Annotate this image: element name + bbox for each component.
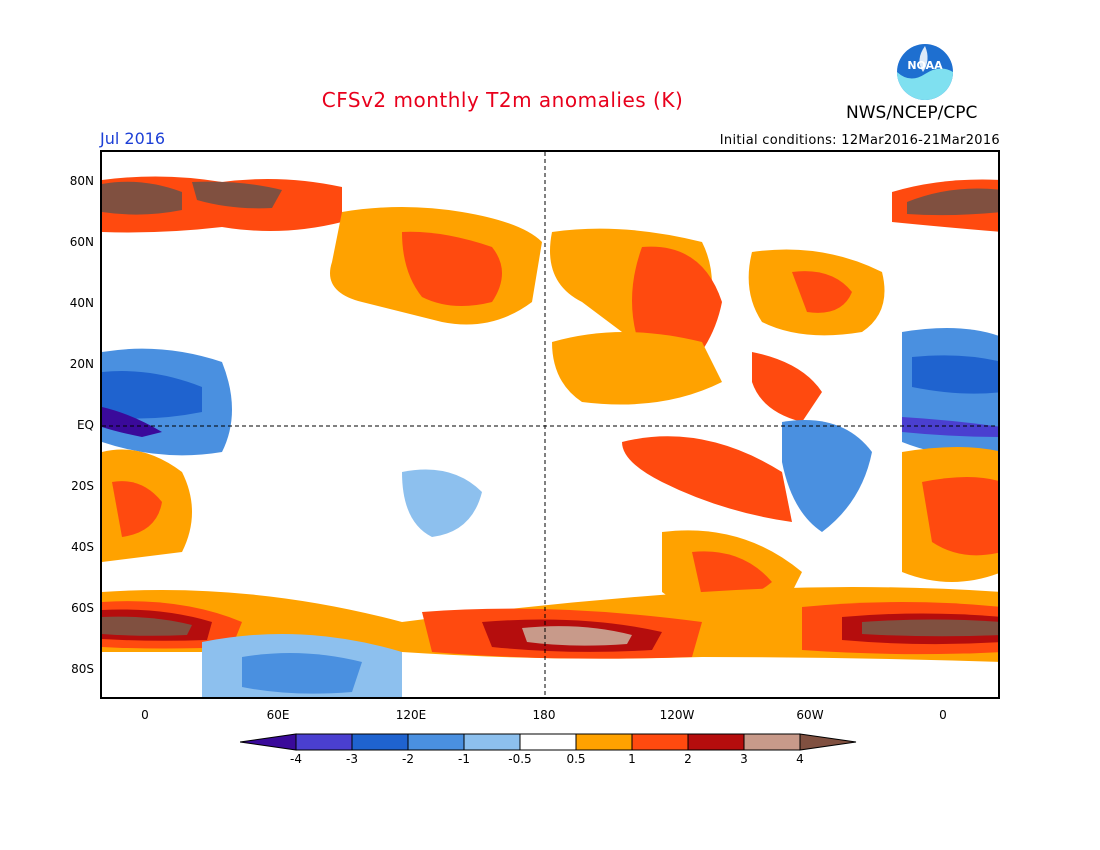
anomaly-map (100, 150, 1000, 699)
lat-label: 40S (71, 540, 94, 554)
colorbar-segment (463, 733, 521, 751)
warm-region (792, 271, 852, 313)
warm-region (862, 619, 998, 637)
warm-region (922, 477, 998, 556)
colorbar-segment (575, 733, 633, 751)
warm-region (522, 626, 632, 646)
warm-region (552, 332, 722, 405)
lon-label: 60E (266, 708, 290, 722)
warm-region (622, 436, 792, 522)
cold-region (912, 355, 998, 394)
initial-conditions: Initial conditions: 12Mar2016-21Mar2016 (719, 133, 1000, 148)
lat-label: 20S (71, 479, 94, 493)
warm-region (102, 181, 182, 215)
colorbar-segment (743, 733, 801, 751)
warm-region (102, 616, 192, 636)
lon-label: 120W (659, 708, 695, 722)
lon-label: 60W (796, 708, 824, 722)
lat-label: 80S (71, 662, 94, 676)
warm-region (112, 481, 162, 537)
forecast-month: Jul 2016 (100, 129, 166, 148)
colorbar-tick-label: 4 (796, 752, 804, 766)
lat-label: EQ (76, 418, 94, 432)
colorbar-segment (407, 733, 465, 751)
colorbar-segment (519, 733, 577, 751)
lat-label: 80N (69, 174, 94, 188)
map-title: CFSv2 monthly T2m anomalies (K) (321, 88, 684, 112)
colorbar-tick-label: -0.5 (508, 752, 532, 766)
colorbar-tick-label: 0.5 (566, 752, 586, 766)
lon-label: 0 (141, 708, 149, 722)
colorbar-segment (799, 733, 857, 751)
colorbar (240, 733, 857, 751)
lat-label: 60S (71, 601, 94, 615)
warm-region (752, 352, 822, 422)
colorbar-tick-label: -1 (458, 752, 470, 766)
colorbar-tick-label: -2 (402, 752, 414, 766)
cold-region (402, 469, 482, 537)
noaa-logo: NOAA (895, 42, 955, 102)
agency-label: NWS/NCEP/CPC (846, 103, 978, 123)
lat-label: 60N (69, 235, 94, 249)
lat-label: 20N (69, 357, 94, 371)
cold-region (782, 420, 872, 532)
cold-region (102, 407, 162, 437)
colorbar-tick-label: 1 (628, 752, 636, 766)
lat-label: 40N (69, 296, 94, 310)
colorbar-segment (687, 733, 745, 751)
lon-label: 0 (939, 708, 947, 722)
colorbar-segment (240, 733, 297, 751)
cold-region (102, 371, 202, 419)
colorbar-segment (295, 733, 353, 751)
warm-region (402, 231, 502, 306)
warm-region (192, 181, 282, 209)
warm-region (692, 551, 772, 600)
cold-region (242, 653, 362, 694)
cold-region (902, 417, 998, 437)
lon-label: 180 (532, 708, 556, 722)
colorbar-tick-label: 3 (740, 752, 748, 766)
anomaly-field (102, 152, 998, 697)
colorbar-tick-label: -4 (290, 752, 302, 766)
colorbar-segment (631, 733, 689, 751)
colorbar-segment (351, 733, 409, 751)
colorbar-tick-label: 2 (684, 752, 692, 766)
colorbar-tick-label: -3 (346, 752, 358, 766)
warm-region (907, 188, 998, 216)
lon-label: 120E (395, 708, 427, 722)
noaa-logo-text: NOAA (907, 59, 943, 72)
